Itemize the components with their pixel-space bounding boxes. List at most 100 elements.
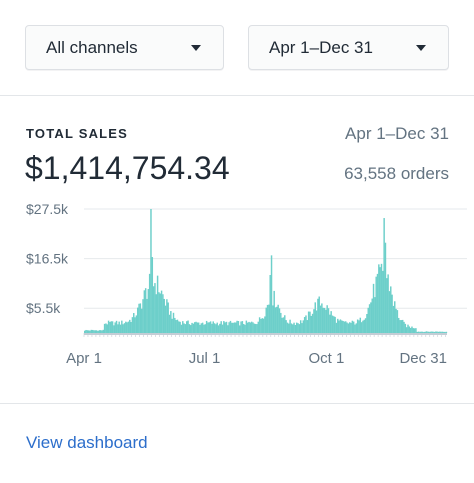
sales-bar xyxy=(235,322,237,333)
sales-bar xyxy=(268,304,270,333)
sales-bar xyxy=(415,328,417,333)
sales-bar xyxy=(313,309,315,333)
sales-bar xyxy=(228,322,230,333)
sales-bar xyxy=(152,286,155,333)
sales-bar xyxy=(123,323,126,333)
sales-bar xyxy=(85,329,87,333)
sales-bar xyxy=(160,290,163,333)
sales-bar xyxy=(204,324,207,333)
sales-bar xyxy=(167,302,169,333)
channel-select[interactable]: All channels xyxy=(25,25,224,70)
sales-bar xyxy=(87,330,90,333)
sales-bar xyxy=(254,323,257,333)
sales-bar xyxy=(182,321,184,333)
x-tick-label: Apr 1 xyxy=(66,350,102,367)
sales-bar xyxy=(329,314,331,333)
sales-bar xyxy=(338,320,340,333)
sales-bar xyxy=(319,305,322,333)
sales-bar xyxy=(131,317,134,333)
sales-bar xyxy=(84,330,86,333)
sales-bar xyxy=(97,330,99,333)
sales-bar xyxy=(207,322,209,333)
sales-bar xyxy=(331,315,334,333)
sales-bar xyxy=(245,320,248,333)
sales-bar xyxy=(413,328,416,333)
sales-bar xyxy=(240,321,242,333)
sales-bar xyxy=(379,267,381,333)
sales-bar xyxy=(391,294,393,333)
sales-bar xyxy=(427,331,429,333)
sales-bar xyxy=(193,322,196,333)
sales-bar xyxy=(273,290,275,333)
sales-bar xyxy=(409,327,412,333)
sales-bar xyxy=(284,315,286,333)
sales-bar xyxy=(91,329,94,333)
sales-bar xyxy=(333,316,335,333)
sales-bar xyxy=(170,311,172,333)
sales-bar xyxy=(212,321,214,333)
sales-bar xyxy=(301,323,303,333)
sales-bar xyxy=(264,316,266,333)
sales-bar xyxy=(403,321,405,333)
y-tick-label: $16.5k xyxy=(26,251,69,267)
sales-bar xyxy=(397,317,400,333)
date-range-select[interactable]: Apr 1–Dec 31 xyxy=(248,25,449,70)
sales-bar xyxy=(200,323,203,333)
sales-bar xyxy=(229,320,232,333)
sales-bar xyxy=(187,320,189,333)
sales-bar xyxy=(274,307,277,333)
sales-bar xyxy=(272,305,274,333)
sales-bar xyxy=(281,317,283,333)
sales-bar xyxy=(101,330,103,333)
sales-bar xyxy=(208,322,210,333)
view-dashboard-link[interactable]: View dashboard xyxy=(26,433,148,452)
sales-bar xyxy=(250,321,253,333)
sales-bar xyxy=(151,257,154,333)
sales-bar xyxy=(213,323,216,333)
sales-bar xyxy=(249,322,252,333)
sales-bar xyxy=(164,305,167,333)
sales-bar xyxy=(224,322,226,333)
sales-bar xyxy=(125,321,127,333)
sales-bar xyxy=(399,320,401,333)
sales-bar xyxy=(183,323,185,333)
sales-bar xyxy=(310,315,313,333)
sales-bar xyxy=(225,321,228,333)
filter-bar: All channels Apr 1–Dec 31 xyxy=(0,0,474,96)
sales-bar xyxy=(163,298,165,333)
sales-bar xyxy=(147,289,150,333)
sales-bar xyxy=(383,218,385,333)
sales-bar xyxy=(217,325,220,333)
sales-bar xyxy=(444,331,446,333)
sales-bar xyxy=(401,319,404,333)
sales-bar xyxy=(113,325,115,333)
sales-bar xyxy=(270,255,273,333)
sales-bar xyxy=(396,310,399,333)
card-footer: View dashboard xyxy=(0,403,474,483)
sales-bar xyxy=(109,322,111,333)
sales-bar xyxy=(429,331,432,333)
sales-bar xyxy=(103,323,106,333)
sales-bar xyxy=(184,324,187,333)
sales-bar xyxy=(261,318,263,333)
sales-bar xyxy=(370,302,372,333)
sales-bar xyxy=(297,323,299,333)
sales-bar xyxy=(99,330,102,333)
sales-bar xyxy=(354,324,356,333)
kpi-date-range: Apr 1–Dec 31 xyxy=(345,124,449,143)
sales-bar xyxy=(248,321,250,333)
sales-bar xyxy=(286,322,289,333)
sales-bar xyxy=(411,326,413,333)
date-range-select-value: Apr 1–Dec 31 xyxy=(269,38,373,57)
sales-chart: $5.5k $16.5k $27.5k Apr 1 Jul 1 Oct 1 Dec 31 xyxy=(26,201,467,367)
sales-bar xyxy=(118,321,120,333)
sales-bar xyxy=(159,293,161,333)
sales-bar xyxy=(387,274,389,333)
sales-bar xyxy=(122,324,124,333)
sales-bar xyxy=(239,325,241,333)
sales-bar xyxy=(90,329,93,333)
sales-bar xyxy=(382,270,384,333)
kpi-title: TOTAL SALES xyxy=(26,126,129,141)
sales-bar xyxy=(256,324,258,333)
